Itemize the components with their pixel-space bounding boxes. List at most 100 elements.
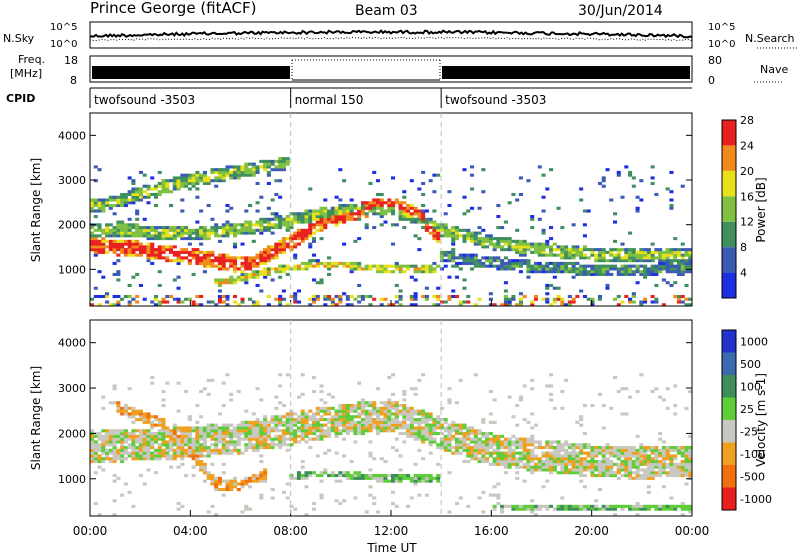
heatmap-cell [552,507,557,511]
heatmap-cell [349,212,354,216]
heatmap-cell [639,256,644,260]
heatmap-cell [368,409,373,413]
heatmap-cell [131,437,136,441]
heatmap-cell [244,261,249,265]
heatmap-cell [635,474,640,478]
heatmap-cell [281,162,286,166]
heatmap-cell [518,443,523,447]
heatmap-cell [97,443,102,447]
heatmap-cell [522,250,527,254]
heatmap-cell [661,485,666,489]
heatmap-cell [541,462,546,466]
heatmap-cell [210,300,215,304]
heatmap-cell [210,228,215,232]
heatmap-cell [244,228,249,232]
heatmap-cell [146,226,151,230]
heatmap-cell [530,468,535,472]
heatmap-cell [157,245,162,249]
heatmap-cell [112,432,117,436]
heatmap-cell [127,234,132,238]
heatmap-cell [120,198,125,202]
heatmap-cell [488,446,493,450]
heatmap-cell [688,460,693,464]
heatmap-cell [349,420,354,424]
heatmap-cell [311,231,317,235]
heatmap-cell [394,504,399,508]
heatmap-cell [402,440,407,444]
heatmap-cell [447,387,452,391]
heatmap-cell [311,412,317,416]
y-tick-label: 2000 [58,427,86,440]
heatmap-cell [300,476,305,480]
heatmap-cell [485,239,490,243]
heatmap-cell [255,446,260,450]
heatmap-cell [138,195,143,199]
heatmap-cell [616,476,621,480]
heatmap-cell [172,426,177,430]
heatmap-cell [526,267,531,271]
heatmap-cell [447,437,452,441]
heatmap-cell [281,490,286,494]
heatmap-cell [327,432,332,436]
heatmap-cell [612,507,618,511]
heatmap-cell [296,264,301,268]
heatmap-cell [665,281,670,285]
heatmap-cell [424,434,429,438]
heatmap-cell [315,223,320,227]
heatmap-cell [406,209,411,213]
heatmap-cell [372,502,377,506]
heatmap-cell [503,239,508,243]
heatmap-cell [515,446,520,450]
heatmap-cell [251,300,256,304]
heatmap-cell [266,245,271,249]
heatmap-cell [518,504,523,508]
heatmap-cell [673,446,678,450]
heatmap-cell [342,292,347,296]
heatmap-cell [150,248,155,252]
heatmap-cell [123,294,128,299]
heatmap-cell [278,226,283,230]
heatmap-cell [432,173,437,177]
heatmap-cell [530,510,535,514]
heatmap-cell [658,259,663,263]
heatmap-cell [635,468,640,472]
heatmap-cell [116,201,121,205]
heatmap-cell [669,454,674,458]
heatmap-cell [236,488,241,492]
heatmap-cell [518,454,523,458]
heatmap-cell [454,432,460,436]
heatmap-cell [345,409,350,413]
heatmap-cell [481,510,486,514]
heatmap-cell [172,179,177,183]
heatmap-cell [654,270,659,274]
heatmap-cell [138,248,143,252]
heatmap-cell [530,457,535,461]
heatmap-cell [195,303,200,307]
heatmap-cell [172,250,177,254]
heatmap-cell [368,303,373,307]
heatmap-cell [628,474,633,478]
heatmap-cell [146,451,151,455]
heatmap-cell [120,226,125,230]
heatmap-cell [202,468,207,472]
heatmap-cell [90,454,95,458]
heatmap-cell [556,245,561,249]
heatmap-cell [210,264,215,268]
heatmap-cell [187,242,192,246]
heatmap-cell [135,234,140,238]
heatmap-cell [406,215,411,219]
heatmap-cell [628,457,633,461]
heatmap-cell [669,198,674,202]
heatmap-cell [330,395,335,399]
heatmap-cell [424,437,429,441]
heatmap-cell [409,203,414,208]
heatmap-cell [251,275,256,279]
heatmap-cell [658,248,663,252]
heatmap-cell [248,485,253,489]
heatmap-cell [278,195,283,199]
heatmap-cell [157,250,162,254]
heatmap-cell [157,420,162,424]
heatmap-cell [658,250,663,254]
heatmap-cell [172,432,177,436]
heatmap-cell [511,248,516,252]
